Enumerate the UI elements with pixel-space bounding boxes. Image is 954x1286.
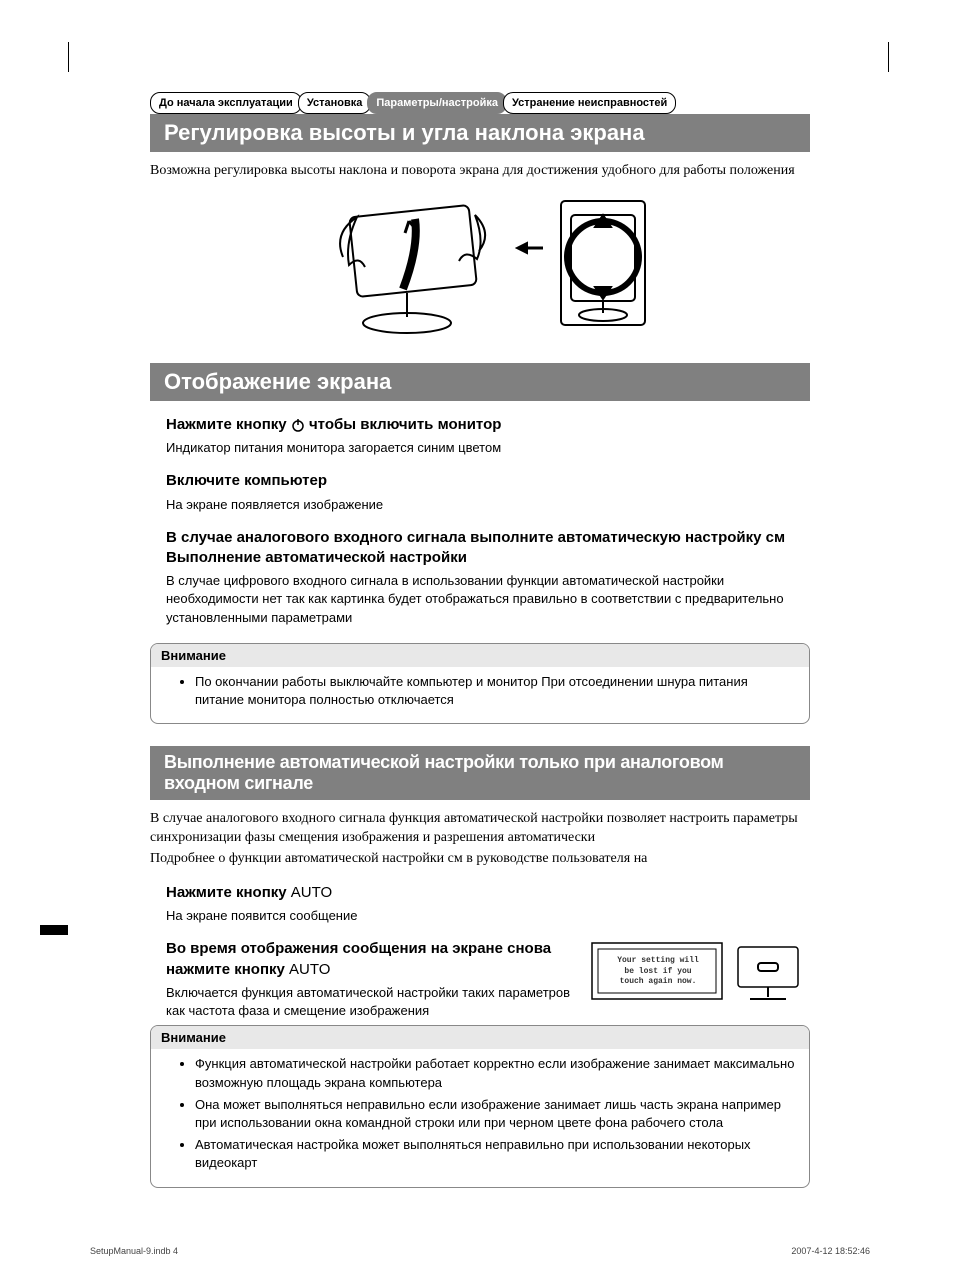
s3-step1-body: На экране появится сообщение	[166, 907, 810, 925]
message-figure: Your setting will be lost if you touch a…	[590, 939, 810, 1045]
step-turn-on-pc: Включите компьютер На экране появляется …	[166, 471, 810, 513]
step2-title: Включите компьютер	[166, 471, 810, 491]
step1-title-a: Нажмите кнопку	[166, 416, 291, 433]
section-tabs: До начала эксплуатации Установка Парамет…	[150, 92, 870, 114]
msg-line-1: Your setting will	[602, 956, 714, 966]
tab-troubleshooting: Устранение неисправностей	[503, 92, 676, 114]
section3-body1: В случае аналогового входного сигнала фу…	[150, 810, 810, 848]
step3-title: В случае аналогового входного сигнала вы…	[166, 528, 810, 569]
monitor-tilt-drawing	[307, 193, 507, 343]
power-icon	[291, 418, 305, 432]
figure-tilt-swivel	[90, 193, 870, 343]
crop-mark-tr	[888, 42, 889, 72]
s3-step1-title-a: Нажмите кнопку	[166, 884, 291, 901]
step-analog-auto: В случае аналогового входного сигнала вы…	[166, 528, 810, 627]
note1-text: По окончании работы выключайте компьютер…	[195, 673, 795, 709]
section-title-1: Регулировка высоты и угла наклона экрана	[150, 114, 810, 152]
step-power-on: Нажмите кнопку чтобы включить монитор Ин…	[166, 415, 810, 457]
tab-settings: Параметры/настройка	[367, 92, 507, 114]
auto-label-2: AUTO	[289, 961, 330, 978]
step3-body: В случае цифрового входного сигнала в ис…	[166, 572, 810, 627]
note2-item2: Она может выполняться неправильно если и…	[195, 1096, 795, 1132]
note1-body: По окончании работы выключайте компьютер…	[151, 667, 809, 723]
s3-step2-title-a: Во время отображения сообщения на экране…	[166, 940, 551, 977]
step1-title-b: чтобы включить монитор	[309, 416, 501, 433]
step1-body: Индикатор питания монитора загорается си…	[166, 439, 810, 457]
note2-item1: Функция автоматической настройки работае…	[195, 1055, 795, 1091]
monitor-swivel-drawing	[553, 193, 653, 343]
note-box-1: Внимание По окончании работы выключайте …	[150, 643, 810, 724]
step-press-auto: Нажмите кнопку AUTO На экране появится с…	[166, 883, 810, 925]
section-title-2: Отображение экрана	[150, 363, 810, 401]
auto-label-1: AUTO	[291, 884, 332, 901]
section1-body: Возможна регулировка высоты наклона и по…	[150, 162, 810, 181]
crop-mark-bl	[40, 925, 68, 935]
msg-line-3: touch again now.	[602, 977, 714, 987]
footer-left: SetupManual-9.indb 4	[90, 1246, 178, 1256]
note1-head: Внимание	[151, 644, 809, 667]
note2-body: Функция автоматической настройки работае…	[151, 1049, 809, 1186]
note-box-2: Внимание Функция автоматической настройк…	[150, 1025, 810, 1187]
section-title-3: Выполнение автоматической настройки толь…	[150, 746, 810, 800]
page-footer: SetupManual-9.indb 4 2007-4-12 18:52:46	[90, 1246, 870, 1256]
note2-item3: Автоматическая настройка может выполнять…	[195, 1136, 795, 1172]
tab-installation: Установка	[298, 92, 372, 114]
footer-right: 2007-4-12 18:52:46	[791, 1246, 870, 1256]
arrow-left-icon	[515, 193, 545, 343]
tab-before-use: До начала эксплуатации	[150, 92, 302, 114]
page-content: До начала эксплуатации Установка Парамет…	[90, 40, 870, 1188]
step2-body: На экране появляется изображение	[166, 496, 810, 514]
s3-step2-body: Включается функция автоматической настро…	[166, 984, 574, 1020]
section3-body2: Подробнее о функции автоматической настр…	[150, 850, 810, 869]
msg-line-2: be lost if you	[602, 967, 714, 977]
crop-mark-tl	[68, 42, 84, 72]
